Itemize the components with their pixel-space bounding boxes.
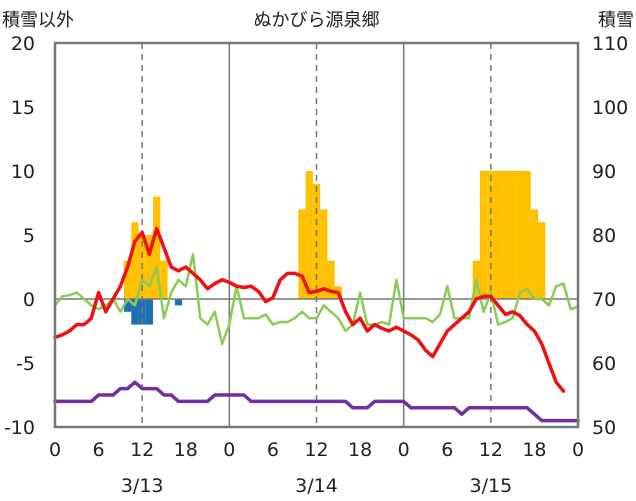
precip-bar — [124, 299, 132, 312]
line-layer — [53, 226, 580, 423]
snowfall-bar — [508, 171, 517, 299]
snowfall-bar — [327, 260, 335, 299]
snowfall-bar — [153, 196, 161, 299]
date-label: 3/13 — [121, 475, 164, 497]
snowfall-bar — [516, 171, 524, 299]
x-tick-label: 12 — [130, 439, 154, 461]
x-tick-label: 0 — [572, 439, 584, 461]
left-tick-label: -5 — [16, 353, 35, 375]
snowfall-bar — [305, 171, 313, 299]
left-tick-label: -10 — [4, 417, 35, 439]
x-tick-label: 12 — [479, 439, 503, 461]
chart-title: ぬかびら源泉郷 — [254, 10, 380, 31]
x-tick-label: 0 — [223, 439, 235, 461]
left-tick-label: 5 — [23, 225, 35, 247]
plot-frame — [53, 41, 580, 429]
temperature-line — [53, 226, 566, 393]
precip-bar — [131, 299, 139, 325]
right-tick-label: 100 — [592, 97, 628, 119]
right-tick-label: 110 — [592, 33, 628, 55]
right-tick-label: 90 — [592, 161, 616, 183]
snowfall-bar — [494, 171, 502, 299]
right-tick-label: 80 — [592, 225, 616, 247]
snowfall-bar — [124, 260, 132, 299]
snowfall-bar — [320, 209, 328, 299]
date-label: 3/15 — [469, 475, 512, 497]
snowfall-bar — [160, 260, 168, 299]
snowfall-bar — [523, 171, 531, 299]
left-tick-label: 10 — [11, 161, 35, 183]
right-tick-label: 60 — [592, 353, 616, 375]
snow-depth-line — [53, 380, 580, 423]
right-tick-label: 50 — [592, 417, 616, 439]
snowfall-bar — [145, 235, 154, 299]
bar-layer — [124, 171, 546, 325]
snowfall-bar — [501, 171, 509, 299]
left-tick-label: 20 — [11, 33, 35, 55]
left-tick-label: 15 — [11, 97, 35, 119]
x-tick-label: 18 — [522, 439, 546, 461]
right-axis-label: 積雪 — [598, 10, 634, 31]
x-tick-label: 12 — [304, 439, 328, 461]
precip-bar — [174, 299, 183, 306]
left-axis-label: 積雪以外 — [2, 10, 74, 31]
x-tick-label: 6 — [441, 439, 453, 461]
x-tick-label: 18 — [174, 439, 198, 461]
x-tick-label: 0 — [398, 439, 410, 461]
left-tick-label: 0 — [23, 289, 35, 311]
snowfall-bar — [538, 222, 546, 299]
snowfall-bar — [131, 222, 139, 299]
snowfall-bar — [298, 209, 306, 299]
precip-bar — [145, 299, 154, 325]
snowfall-bar — [479, 171, 488, 299]
x-tick-label: 18 — [348, 439, 372, 461]
x-tick-label: 6 — [93, 439, 105, 461]
date-label: 3/14 — [295, 475, 338, 497]
right-tick-label: 70 — [592, 289, 616, 311]
x-tick-label: 0 — [49, 439, 61, 461]
green-series-line — [53, 252, 580, 346]
snowfall-bar — [530, 209, 539, 299]
x-tick-label: 6 — [267, 439, 279, 461]
